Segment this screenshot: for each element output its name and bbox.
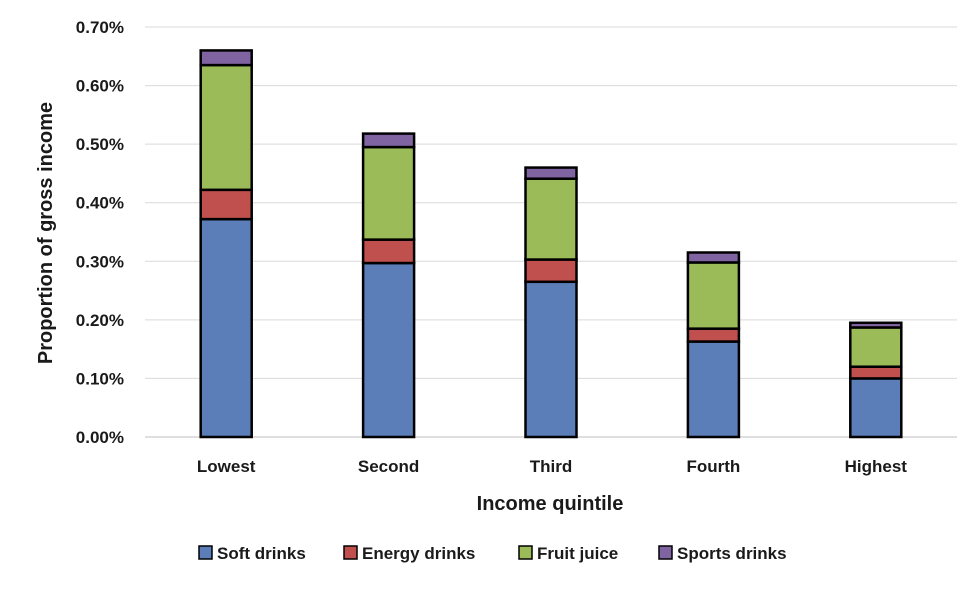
legend: Soft drinks Energy drinks Fruit juice Sport…: [198, 544, 787, 563]
legend-swatch: [198, 545, 213, 560]
bar-segment: [361, 261, 416, 439]
x-axis-tick-labels: Lowest Second Third Fourth Highest: [197, 457, 907, 476]
bar-stack: [361, 132, 416, 439]
y-tick-label: 0.30%: [76, 252, 124, 271]
bar-segment: [199, 217, 253, 439]
x-axis-title: Income quintile: [477, 493, 624, 515]
bar-segment: [524, 280, 578, 439]
legend-swatch: [343, 545, 358, 560]
x-tick-label: Fourth: [686, 457, 740, 476]
legend-label: Sports drinks: [677, 544, 787, 563]
y-tick-label: 0.70%: [76, 18, 124, 37]
bar-segment: [524, 177, 578, 261]
legend-swatch: [518, 545, 533, 560]
y-tick-label: 0.20%: [76, 311, 124, 330]
bar-segment: [361, 145, 416, 241]
y-axis-title: Proportion of gross income: [35, 102, 57, 364]
bars: [199, 49, 903, 439]
legend-label: Energy drinks: [362, 544, 475, 563]
y-tick-label: 0.40%: [76, 194, 124, 213]
y-tick-label: 0.60%: [76, 77, 124, 96]
bar-stack: [849, 321, 903, 439]
bar-stack: [199, 49, 253, 439]
bar-stack: [686, 251, 741, 439]
legend-label: Soft drinks: [217, 544, 306, 563]
bar-segment: [361, 132, 416, 149]
bar-segment: [686, 251, 741, 264]
bar-segment: [524, 166, 578, 180]
bar-segment: [524, 258, 578, 284]
bar-segment: [686, 340, 741, 439]
legend-item: Fruit juice: [518, 544, 618, 563]
bar-segment: [849, 365, 903, 380]
y-tick-label: 0.00%: [76, 428, 124, 447]
y-tick-label: 0.10%: [76, 369, 124, 388]
legend-item: Soft drinks: [198, 544, 306, 563]
x-tick-label: Lowest: [197, 457, 256, 476]
legend-item: Energy drinks: [343, 544, 475, 563]
y-tick-label: 0.50%: [76, 135, 124, 154]
bar-segment: [361, 238, 416, 265]
legend-item: Sports drinks: [658, 544, 787, 563]
legend-label: Fruit juice: [537, 544, 618, 563]
bar-segment: [849, 326, 903, 368]
x-tick-label: Second: [358, 457, 419, 476]
bar-segment: [199, 63, 253, 192]
bar-segment: [199, 49, 253, 67]
bar-segment: [686, 327, 741, 343]
bar-segment: [849, 377, 903, 439]
legend-swatch: [658, 545, 673, 560]
y-axis-tick-labels: 0.00% 0.10% 0.20% 0.30% 0.40% 0.50% 0.60% 0.70%: [76, 18, 124, 447]
bar-segment: [849, 321, 903, 329]
x-tick-label: Highest: [845, 457, 908, 476]
x-tick-label: Third: [530, 457, 573, 476]
bar-segment: [686, 261, 741, 330]
bar-segment: [199, 188, 253, 221]
bar-stack: [524, 166, 578, 439]
